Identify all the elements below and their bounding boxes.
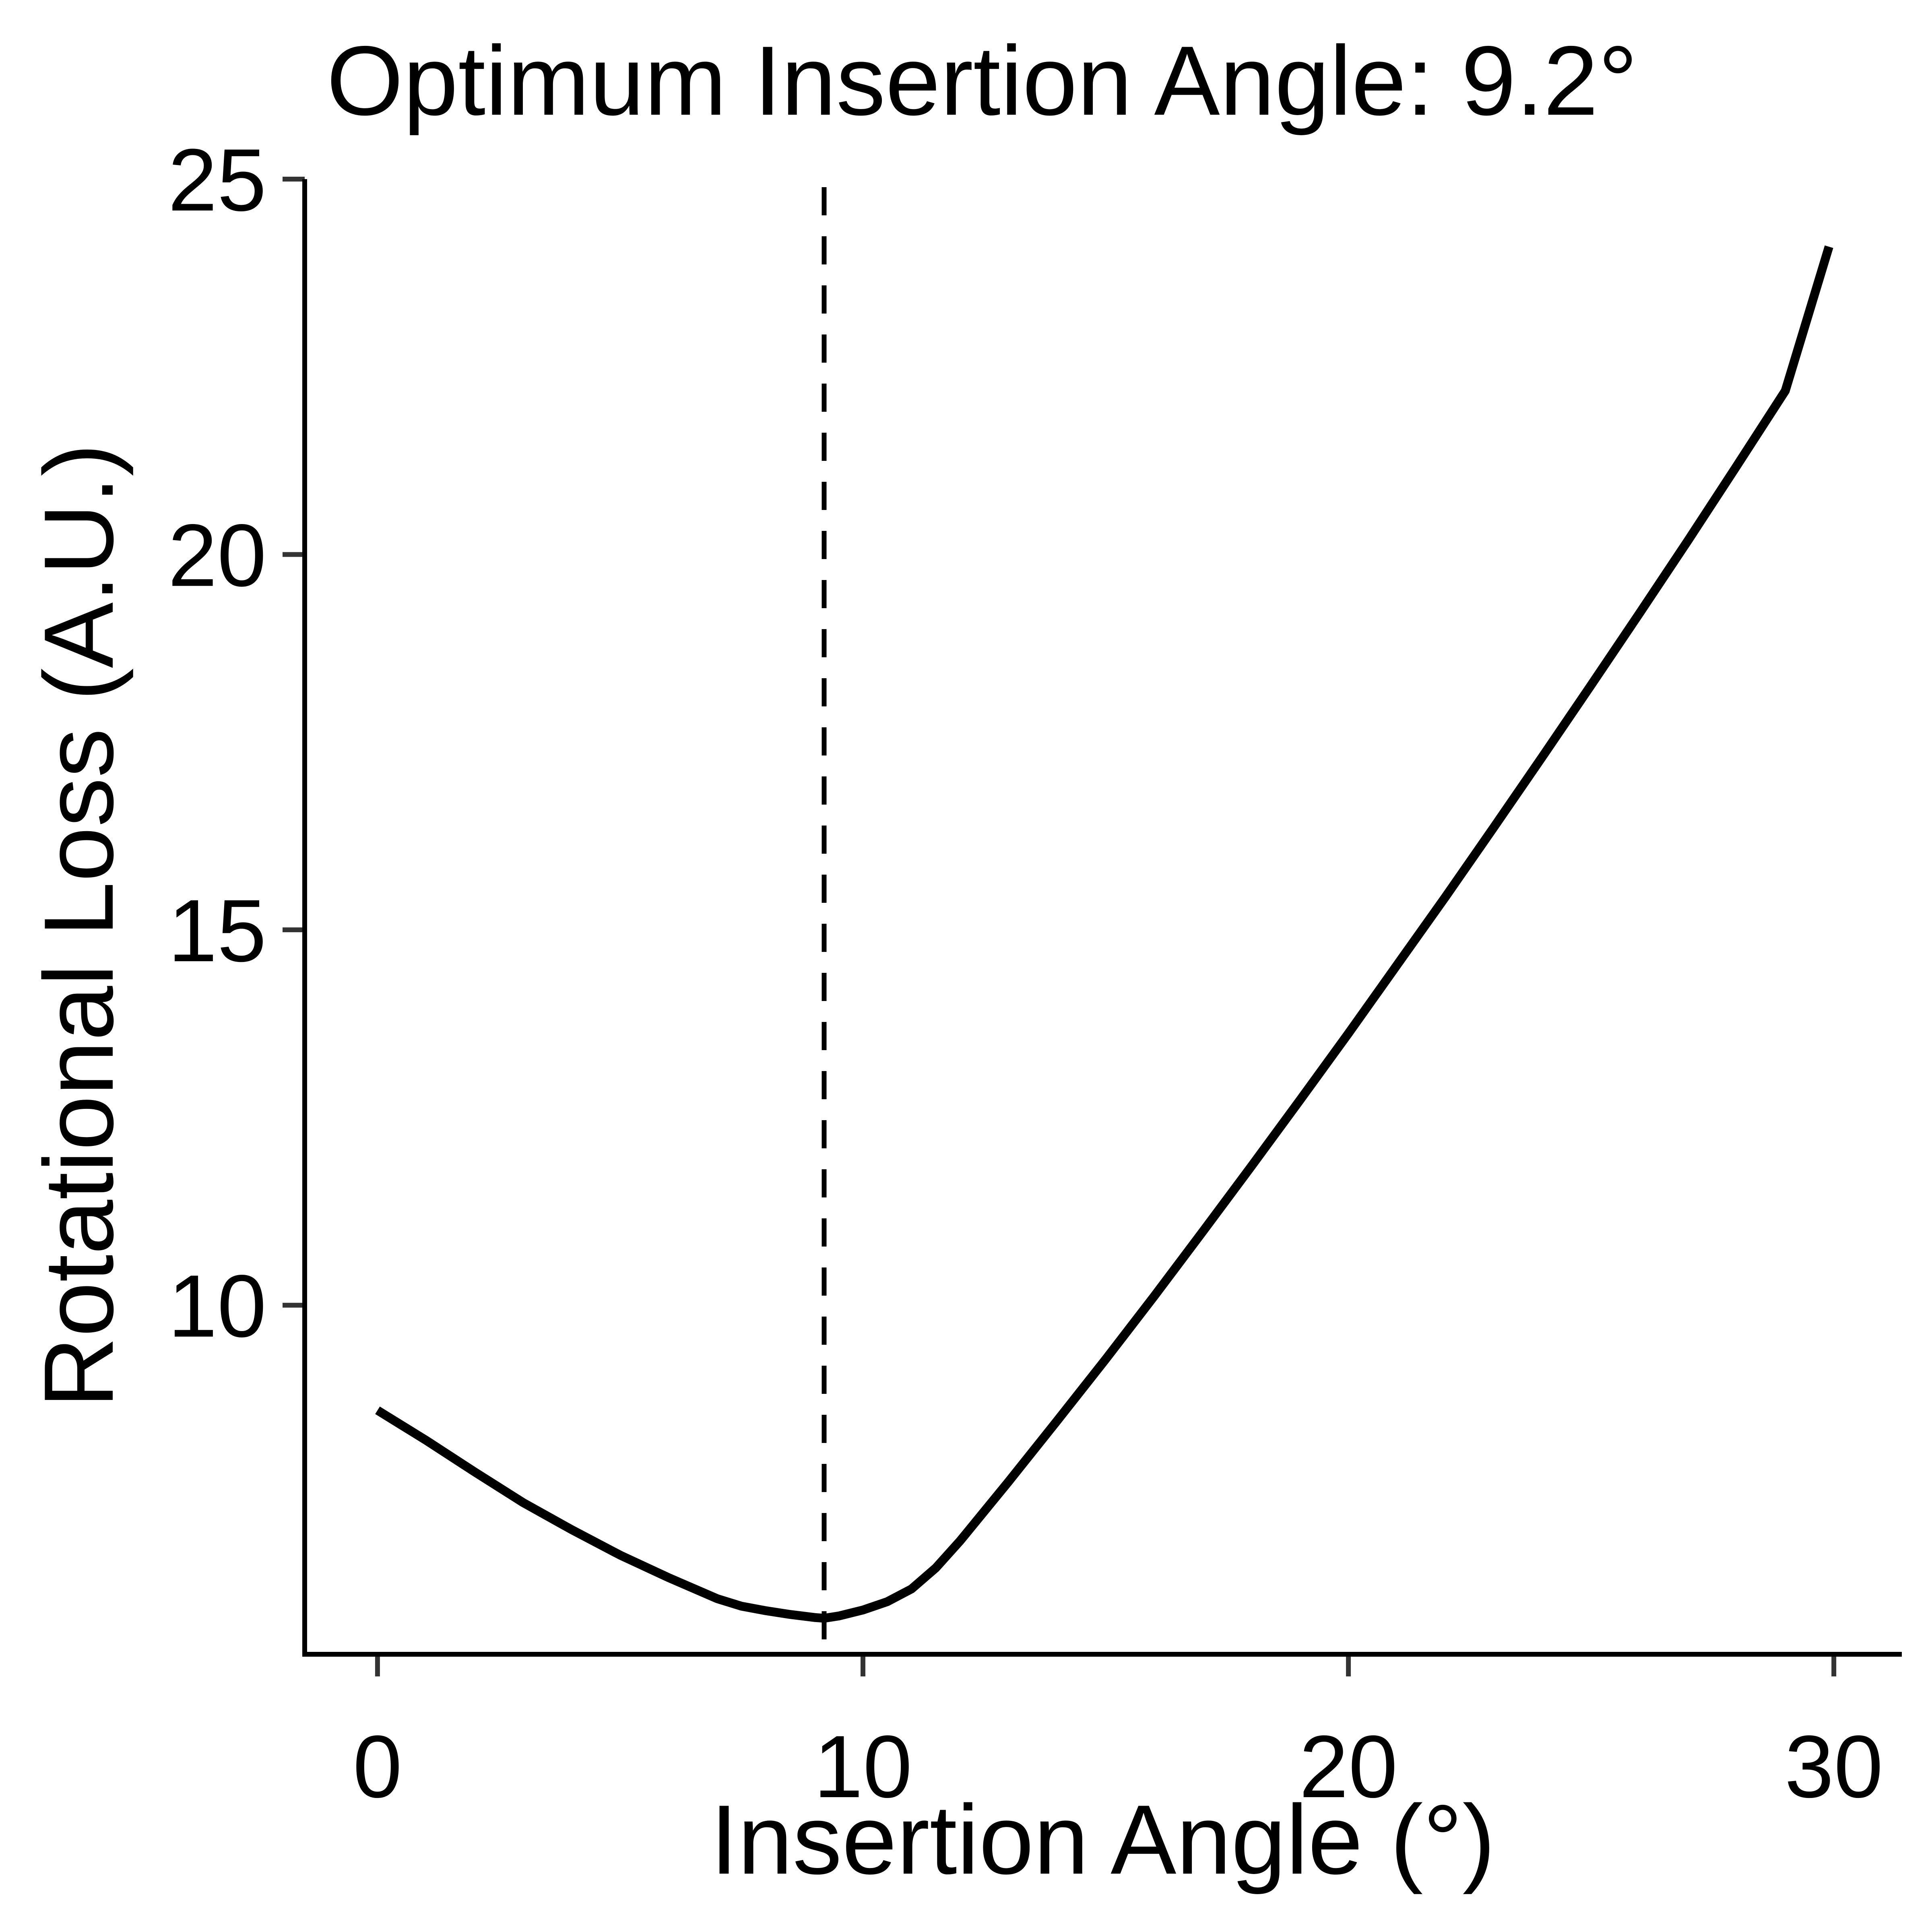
x-tick-label: 20: [1299, 1717, 1398, 1816]
x-tick-label: 0: [353, 1717, 402, 1816]
x-tick-label: 10: [814, 1717, 912, 1816]
y-tick-label: 20: [168, 506, 266, 605]
y-axis-ticks: 10 15 20 25: [168, 130, 305, 1356]
x-axis-ticks: 0 10 20 30: [353, 1654, 1883, 1816]
x-axis-label: Insertion Angle (°): [710, 1784, 1495, 1895]
chart-title: Optimum Insertion Angle: 9.2°: [326, 25, 1637, 136]
rotational-loss-series-line: [375, 245, 1833, 1623]
x-tick-label: 30: [1785, 1717, 1883, 1816]
y-tick-label: 15: [168, 881, 266, 980]
y-tick-label: 25: [168, 130, 266, 229]
y-axis-label: Rotational Loss (A.U.): [23, 444, 134, 1408]
y-tick-label: 10: [168, 1257, 266, 1356]
